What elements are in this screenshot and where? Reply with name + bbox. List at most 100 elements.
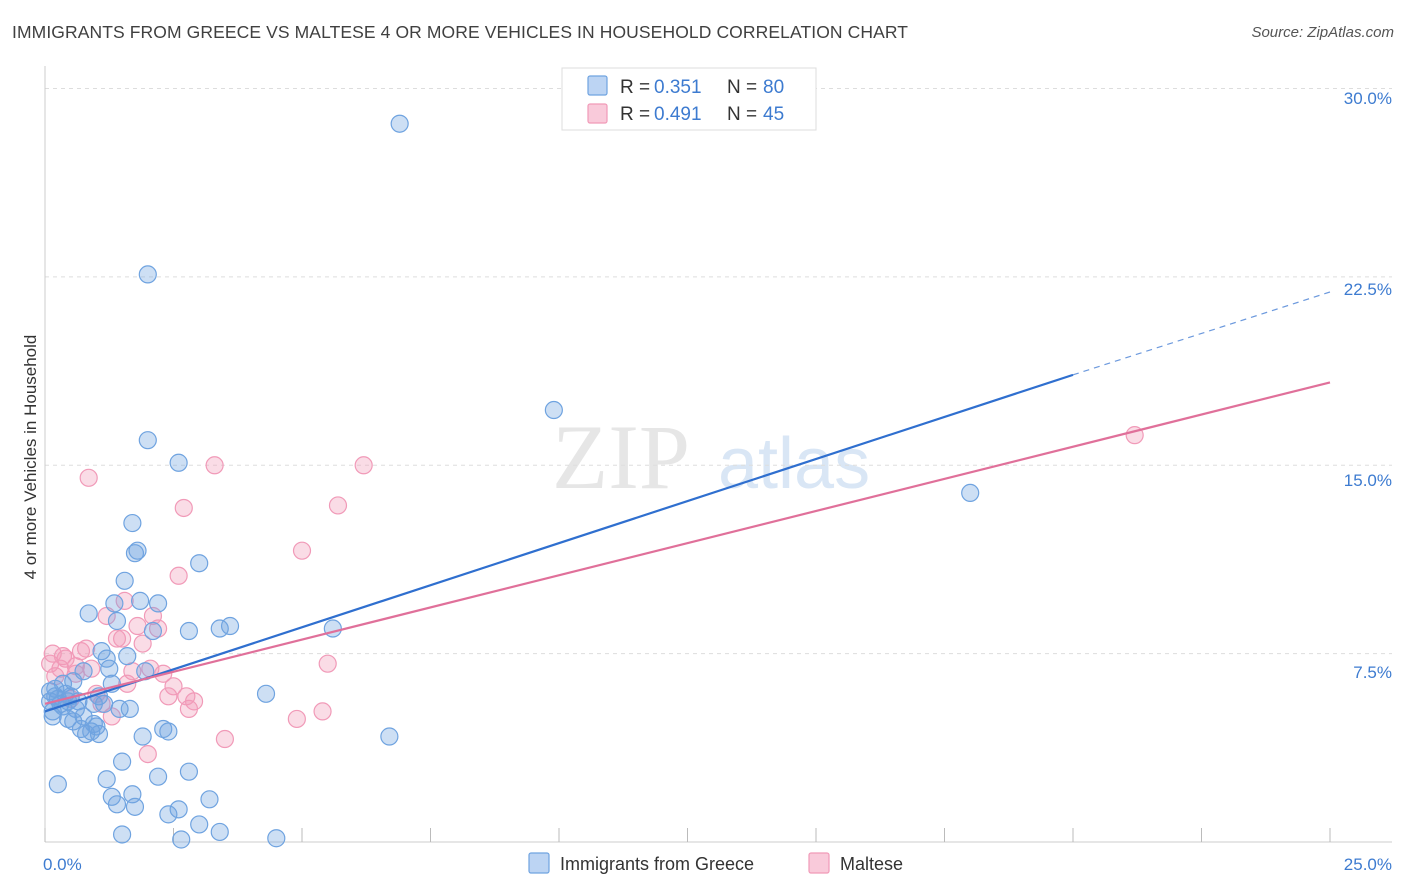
- maltese-point: [159, 687, 178, 706]
- maltese-point: [328, 496, 348, 515]
- greece-point: [107, 611, 127, 631]
- maltese-point: [287, 709, 306, 729]
- greece-point: [961, 483, 980, 503]
- y-tick-labels: 7.5% 15.0% 22.5% 30.0%: [1344, 89, 1392, 682]
- legend-swatch-maltese: [587, 103, 608, 124]
- maltese-point: [205, 456, 224, 475]
- legend-r-label: R =: [620, 104, 650, 125]
- greece-point: [115, 571, 134, 590]
- greece-trend-line: [44, 373, 1074, 713]
- greece-point: [390, 114, 409, 133]
- greece-point: [190, 554, 209, 573]
- x-tick-label-max: 25.0%: [1344, 855, 1392, 874]
- greece-point: [169, 453, 188, 472]
- greece-point: [125, 797, 145, 816]
- greece-point: [107, 795, 127, 814]
- greece-point: [64, 672, 83, 691]
- bottom-legend-label-maltese: Maltese: [840, 854, 903, 874]
- greece-point: [123, 513, 142, 533]
- greece-point: [190, 815, 209, 834]
- source-label: Source: ZipAtlas.com: [1251, 24, 1394, 41]
- greece-point: [267, 829, 286, 848]
- greece-trend-extension: [1072, 291, 1331, 376]
- maltese-point: [71, 642, 91, 661]
- legend-r-value: 0.491: [654, 104, 702, 125]
- greece-point: [154, 719, 173, 739]
- greece-point: [148, 594, 168, 613]
- greece-point: [133, 727, 152, 746]
- greece-point: [120, 699, 139, 718]
- greece-point: [48, 775, 67, 794]
- maltese-point: [215, 729, 234, 749]
- greece-point: [130, 591, 150, 610]
- maltese-point: [112, 629, 132, 648]
- maltese-point: [128, 616, 147, 636]
- trend-lines: [44, 291, 1331, 713]
- x-tick-label-min: 0.0%: [43, 855, 82, 874]
- greece-point: [84, 714, 103, 734]
- greece-point: [159, 722, 178, 741]
- maltese-point: [354, 456, 373, 475]
- maltese-point: [292, 541, 312, 560]
- greece-point: [172, 830, 191, 849]
- greece-point: [77, 724, 96, 744]
- greece-point: [112, 752, 132, 771]
- maltese-point: [184, 692, 204, 711]
- maltese-point: [169, 566, 188, 585]
- chart-title: IMMIGRANTS FROM GREECE VS MALTESE 4 OR M…: [12, 22, 909, 42]
- greece-point: [138, 431, 157, 450]
- greece-point: [59, 709, 78, 729]
- greece-point: [100, 659, 119, 678]
- y-tick-label: 30.0%: [1344, 89, 1392, 108]
- greece-point: [128, 541, 147, 560]
- greece-point: [380, 727, 399, 746]
- maltese-point: [133, 634, 152, 653]
- legend-r-value: 0.351: [654, 77, 702, 98]
- greece-point: [544, 400, 563, 420]
- maltese-point: [53, 647, 73, 666]
- watermark-zip: ZIP: [552, 406, 690, 508]
- greece-point: [179, 621, 199, 641]
- legend-r-label: R =: [620, 77, 650, 98]
- y-tick-label: 22.5%: [1344, 280, 1392, 299]
- maltese-point: [79, 468, 98, 487]
- legend: R = 0.351 N = 80 R = 0.491 N = 45: [561, 67, 817, 131]
- greece-point: [97, 770, 116, 789]
- maltese-point: [313, 702, 332, 721]
- maltese-point: [77, 639, 96, 658]
- greece-point: [74, 707, 93, 726]
- greece-point: [159, 805, 178, 824]
- greece-point: [220, 616, 240, 636]
- maltese-point: [318, 654, 337, 673]
- y-axis-title: 4 or more Vehicles in Household: [21, 335, 40, 580]
- greece-point: [118, 647, 137, 666]
- maltese-point: [138, 744, 157, 764]
- maltese-trend-line: [44, 381, 1331, 705]
- greece-point: [79, 604, 98, 623]
- y-tick-label: 15.0%: [1344, 471, 1392, 490]
- greece-point: [105, 594, 124, 613]
- maltese-point: [174, 498, 193, 518]
- greece-point: [110, 699, 129, 718]
- legend-n-label: N =: [727, 77, 757, 98]
- greece-point: [148, 767, 168, 786]
- greece-point: [138, 265, 157, 284]
- maltese-point: [148, 619, 168, 638]
- legend-swatch-greece: [587, 75, 608, 96]
- grid: [45, 88, 1392, 655]
- bottom-legend-swatch-maltese: [808, 852, 830, 874]
- bottom-legend-label-greece: Immigrants from Greece: [560, 854, 754, 874]
- maltese-point: [164, 677, 183, 696]
- bottom-legend: Immigrants from Greece Maltese: [528, 852, 903, 874]
- greece-point: [112, 825, 132, 844]
- legend-n-value: 80: [763, 77, 784, 98]
- watermark-atlas: atlas: [718, 424, 870, 504]
- greece-point: [256, 684, 276, 703]
- legend-n-label: N =: [727, 104, 757, 125]
- maltese-point: [56, 649, 75, 668]
- greece-point: [143, 621, 163, 641]
- greece-point: [210, 822, 229, 842]
- bottom-legend-swatch-greece: [528, 852, 550, 874]
- greece-point: [179, 762, 199, 781]
